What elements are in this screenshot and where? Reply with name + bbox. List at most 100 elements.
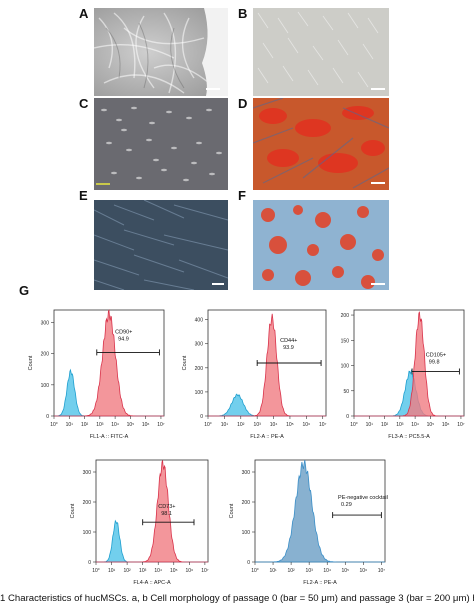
- x-axis-label: FL3-A :: PC5.5-A: [388, 434, 430, 440]
- y-tick-label: 50: [343, 389, 349, 395]
- x-tick-label: 10⁷: [157, 422, 165, 428]
- panel-label-b: B: [238, 6, 248, 21]
- x-tick-label: 10⁵: [170, 568, 178, 574]
- y-tick-label: 200: [83, 500, 92, 506]
- y-axis-label: Count: [28, 355, 34, 370]
- x-tick-label: 10²: [381, 422, 389, 428]
- x-tick-label: 10²: [237, 422, 245, 428]
- flow-plot-cd90: 0 100 200 300 10° 10¹ 10² 10³ 10⁴ 10⁵ 10⁶ 10⁷ Count F…: [28, 309, 165, 440]
- gate-percent-label: 98.1: [161, 511, 172, 517]
- x-axis-label: FL4-A :: APC-A: [133, 580, 171, 586]
- red-histogram-peak: [96, 460, 208, 563]
- y-tick-label: 0: [346, 414, 349, 420]
- flow-plot-cd44: 0 100 200 300 400 10° 10¹ 10² 10³ 10⁴ 10⁵ 10⁶ 10⁷ Cou…: [182, 309, 327, 440]
- gate-marker-label: CD105+: [426, 353, 446, 359]
- x-tick-label: 10⁴: [111, 422, 119, 428]
- x-tick-label: 10¹: [66, 422, 74, 428]
- x-tick-label: 10⁵: [286, 422, 294, 428]
- flow-plot-pe-negative: 0 100 200 300 10° 10¹ 10² 10³ 10⁴ 10⁵ 10⁶ 10⁷ Count F…: [229, 459, 388, 586]
- y-tick-label: 300: [242, 470, 251, 476]
- x-tick-label: 10⁷: [457, 422, 465, 428]
- panel-label-c: C: [79, 96, 89, 111]
- x-tick-label: 10³: [96, 422, 104, 428]
- x-tick-label: 10⁷: [201, 568, 209, 574]
- x-tick-label: 10°: [204, 422, 212, 428]
- x-tick-label: 10⁶: [442, 422, 450, 428]
- gate-marker-label: PE-negative cocktail: [338, 495, 388, 501]
- x-tick-label: 10⁶: [303, 422, 311, 428]
- micrograph-d: [253, 98, 389, 190]
- micrograph-f: [253, 200, 389, 290]
- x-tick-label: 10¹: [269, 568, 277, 574]
- gate-percent-label: 0.29: [341, 502, 352, 508]
- x-tick-label: 10°: [92, 568, 100, 574]
- micrograph-e: [94, 200, 228, 290]
- y-tick-label: 0: [247, 560, 250, 566]
- x-tick-label: 10³: [139, 568, 147, 574]
- red-histogram-peak: [208, 313, 326, 417]
- y-tick-label: 100: [41, 383, 50, 389]
- x-tick-label: 10³: [396, 422, 404, 428]
- y-tick-label: 400: [195, 318, 204, 324]
- plot-frame: [254, 459, 386, 563]
- x-tick-label: 10⁶: [186, 568, 194, 574]
- y-tick-label: 100: [83, 530, 92, 536]
- panel-label-d: D: [238, 96, 248, 111]
- x-tick-label: 10¹: [108, 568, 116, 574]
- x-tick-label: 10³: [254, 422, 262, 428]
- x-tick-label: 10¹: [221, 422, 229, 428]
- blue-histogram-peak: [255, 460, 385, 563]
- y-tick-label: 0: [88, 560, 91, 566]
- y-tick-label: 200: [41, 352, 50, 358]
- x-tick-label: 10⁴: [154, 568, 162, 574]
- x-tick-label: 10⁷: [319, 422, 327, 428]
- x-tick-label: 10²: [287, 568, 295, 574]
- y-tick-label: 0: [200, 414, 203, 420]
- x-tick-label: 10⁶: [360, 568, 368, 574]
- y-tick-label: 300: [195, 342, 204, 348]
- x-tick-label: 10⁷: [378, 568, 386, 574]
- y-axis-label: Count: [182, 355, 188, 370]
- y-tick-label: 200: [341, 313, 350, 319]
- gate-marker-label: CD90+: [115, 329, 132, 335]
- y-tick-label: 300: [83, 470, 92, 476]
- x-tick-label: 10°: [350, 422, 358, 428]
- x-tick-label: 10¹: [366, 422, 374, 428]
- figure-caption: 1 Characteristics of hucMSCs. a, b Cell …: [0, 593, 474, 604]
- x-tick-label: 10⁴: [270, 422, 278, 428]
- x-tick-label: 10²: [81, 422, 89, 428]
- gate-marker-label: CD73+: [158, 504, 175, 510]
- flow-plot-cd105: 05010015020010°10¹10²10³10⁴10⁵10⁶10⁷Coun…: [341, 309, 465, 440]
- red-histogram-peak: [354, 311, 464, 417]
- x-tick-label: 10²: [123, 568, 131, 574]
- panel-label-e: E: [79, 188, 88, 203]
- micrograph-b: [253, 8, 389, 96]
- x-tick-label: 10⁵: [127, 422, 135, 428]
- x-tick-label: 10⁵: [427, 422, 435, 428]
- x-tick-label: 10⁴: [411, 422, 419, 428]
- y-tick-label: 0: [46, 414, 49, 420]
- y-tick-label: 150: [341, 338, 350, 344]
- panel-label-f: F: [238, 188, 246, 203]
- flow-plot-cd73: 0 100 200 300 10° 10¹ 10² 10³ 10⁴ 10⁵ 10⁶ 10⁷ Count F…: [70, 459, 209, 586]
- y-tick-label: 200: [242, 500, 251, 506]
- y-tick-label: 300: [41, 320, 50, 326]
- gate-marker-label: CD44+: [280, 338, 297, 344]
- micrograph-a: [94, 8, 228, 96]
- panel-label-g: G: [19, 283, 30, 298]
- x-tick-label: 10⁴: [323, 568, 331, 574]
- red-histogram-peak: [54, 309, 164, 417]
- x-axis-label: FL2-A :: PE-A: [250, 434, 284, 440]
- x-tick-label: 10°: [251, 568, 259, 574]
- gate-percent-label: 94.9: [118, 336, 129, 342]
- y-axis-label: Count: [70, 503, 76, 518]
- x-tick-label: 10³: [306, 568, 314, 574]
- x-axis-label: FL2-A :: PE-A: [303, 580, 337, 586]
- y-axis-label: Count: [229, 503, 235, 518]
- x-tick-label: 10°: [50, 422, 58, 428]
- micrograph-c: [94, 98, 228, 190]
- y-tick-label: 100: [195, 390, 204, 396]
- x-tick-label: 10⁶: [142, 422, 150, 428]
- panel-label-a: A: [79, 6, 89, 21]
- x-axis-label: FL1-A :: FITC-A: [90, 434, 129, 440]
